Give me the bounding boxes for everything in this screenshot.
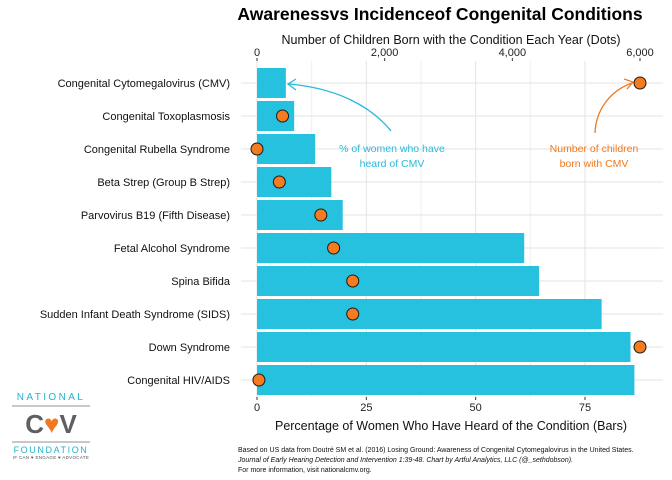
bar [257, 134, 316, 164]
logo-tagline: IF CAN ♥ ENGAGE ♥ ADVOCATE [12, 455, 90, 460]
chart-title: Awarenessvs Incidenceof Congenital Condi… [237, 4, 642, 24]
category-label: Congenital Cytomegalovirus (CMV) [58, 78, 230, 90]
tick-label: 0 [254, 402, 260, 414]
dot [272, 175, 286, 189]
dots-annotation-arrow [594, 82, 633, 134]
logo-divider [12, 441, 90, 443]
dot [250, 142, 264, 156]
logo-bottom-text: FOUNDATION [13, 445, 89, 455]
bar [257, 200, 343, 230]
tick-label: 0 [254, 47, 260, 59]
top-axis-title: Number of Children Born with the Conditi… [281, 33, 620, 47]
logo-divider [12, 405, 90, 407]
logo-letter-c: C [25, 409, 44, 439]
source-line-2: Journal of Early Hearing Detection and I… [238, 457, 573, 464]
tick-label: 75 [579, 402, 591, 414]
category-labels: Congenital Cytomegalovirus (CMV) Congenit… [40, 78, 231, 387]
source-line-1: Based on US data from Doutré SM et al. (… [238, 447, 634, 454]
dot [346, 307, 360, 321]
category-label: Sudden Infant Death Syndrome (SIDS) [40, 309, 230, 321]
bar [257, 68, 286, 98]
dot [314, 208, 328, 222]
bars-annotation-line2: heard of CMV [360, 158, 425, 170]
dot [633, 340, 647, 354]
category-label: Congenital HIV/AIDS [127, 375, 230, 387]
tick-label: 6,000 [626, 47, 654, 59]
logo-letter-v: V [59, 409, 77, 439]
dot [276, 109, 290, 123]
tick-label: 25 [360, 402, 372, 414]
dot [327, 241, 341, 255]
category-label: Spina Bifida [171, 276, 231, 288]
tick-label: 4,000 [499, 47, 527, 59]
dots [250, 76, 647, 387]
dot [346, 274, 360, 288]
category-label: Congenital Rubella Syndrome [84, 144, 230, 156]
category-label: Beta Strep (Group B Strep) [97, 177, 230, 189]
bar [257, 299, 602, 329]
bars-annotation-arrow [288, 83, 392, 132]
dots-annotation-arrowhead [623, 78, 635, 90]
bars-annotation-arrowhead [286, 78, 297, 91]
dots-annotation-line1: Number of children [550, 143, 639, 155]
bar [257, 332, 631, 362]
bar [257, 365, 635, 395]
tick-label: 50 [470, 402, 482, 414]
bar [257, 167, 332, 197]
dots-annotation: Number of children born with CMV [550, 78, 639, 170]
category-label: Fetal Alcohol Syndrome [114, 243, 230, 255]
dot [252, 373, 266, 387]
bars [257, 68, 635, 395]
dot [633, 76, 647, 90]
category-label: Congenital Toxoplasmosis [102, 111, 230, 123]
category-label: Parvovirus B19 (Fifth Disease) [81, 210, 230, 222]
logo-wordmark: C♥V [8, 409, 94, 439]
dots-annotation-line2: born with CMV [560, 158, 629, 170]
bottom-axis-title: Percentage of Women Who Have Heard of th… [275, 419, 627, 433]
bar [257, 233, 525, 263]
logo: NATIONAL C♥V FOUNDATION IF CAN ♥ ENGAGE … [8, 392, 94, 460]
heart-icon: ♥ [44, 409, 60, 439]
bars-annotation: % of women who have heard of CMV [286, 78, 445, 170]
source-line-3: For more information, visit nationalcmv.… [238, 467, 372, 474]
logo-top-text: NATIONAL [16, 392, 86, 403]
bar [257, 266, 540, 296]
bars-annotation-line1: % of women who have [339, 143, 445, 155]
category-label: Down Syndrome [149, 342, 230, 354]
top-tick-labels: 0 2,000 4,000 6,000 [254, 47, 654, 61]
source-note: Based on US data from Doutré SM et al. (… [238, 446, 634, 476]
tick-label: 2,000 [371, 47, 399, 59]
bottom-tick-labels: 0 25 50 75 [254, 397, 591, 414]
